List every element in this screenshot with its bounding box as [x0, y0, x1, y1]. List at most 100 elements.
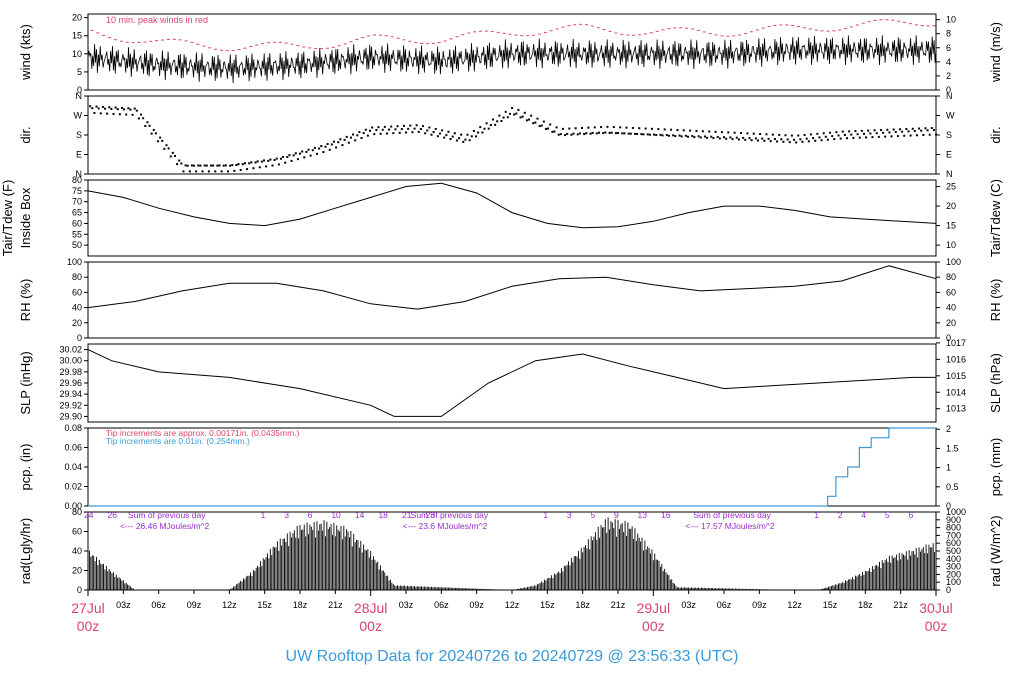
dir-point — [733, 131, 736, 134]
dir-point — [250, 161, 253, 164]
dir-point — [676, 129, 679, 132]
dir-point — [335, 146, 338, 149]
dir-point — [773, 138, 776, 141]
dir-point — [210, 164, 213, 167]
dir-point — [602, 132, 605, 135]
dir-point — [485, 122, 488, 125]
dir-point — [930, 127, 933, 130]
rad-hour-number: 1 — [543, 510, 548, 520]
x-date-time: 00z — [359, 618, 382, 634]
footer-title: UW Rooftop Data for 20240726 to 20240729… — [285, 648, 739, 665]
dir-point — [322, 151, 325, 154]
y-tick-label: 30.00 — [59, 356, 82, 366]
y-tick-label: W — [74, 111, 83, 121]
dir-point — [740, 132, 743, 135]
dir-point — [150, 132, 153, 135]
dir-point — [447, 130, 450, 133]
dir-point — [534, 121, 537, 124]
panel-frame — [87, 343, 937, 423]
dir-point — [106, 112, 109, 115]
dir-point — [479, 126, 482, 129]
dir-point — [568, 127, 571, 130]
dir-point — [720, 131, 723, 134]
dir-point — [231, 164, 234, 167]
dir-point — [871, 136, 874, 139]
dir-point — [294, 152, 297, 155]
dir-point — [703, 135, 706, 138]
dir-point — [667, 134, 670, 137]
dir-point — [846, 137, 849, 140]
dir-point — [617, 131, 620, 134]
dir-point — [455, 139, 458, 142]
y-tick-label: 80 — [72, 175, 82, 185]
dir-point — [419, 127, 422, 130]
y-tick-label: 100 — [67, 257, 82, 267]
dir-point — [574, 127, 577, 130]
x-tick-label: 06z — [434, 600, 449, 610]
dir-point — [551, 130, 554, 133]
y-tick-label: 0.08 — [64, 423, 82, 433]
dir-point — [343, 138, 346, 141]
dir-point — [544, 127, 547, 130]
y2-tick-label: 1000 — [946, 507, 966, 517]
dir-point — [708, 130, 711, 133]
dir-point — [451, 135, 454, 138]
dir-point — [173, 154, 176, 157]
dir-point — [536, 117, 539, 120]
series-tair — [87, 182, 937, 229]
y2-tick-label: 900 — [946, 515, 961, 525]
dir-point — [190, 164, 193, 167]
dir-point — [252, 167, 255, 170]
dir-point — [91, 107, 94, 110]
x-tick-label: 21z — [611, 600, 626, 610]
dir-point — [680, 135, 683, 138]
dir-point — [144, 125, 147, 128]
dir-point — [882, 131, 885, 134]
dir-point — [180, 162, 183, 165]
y2-tick-label: 80 — [946, 272, 956, 282]
dir-point — [809, 133, 812, 136]
dir-point — [521, 115, 524, 118]
dir-point — [670, 128, 673, 131]
dir-point — [375, 129, 378, 132]
dir-point — [922, 133, 925, 136]
dir-point — [176, 163, 179, 166]
dir-point — [468, 139, 471, 142]
dir-point — [347, 141, 350, 144]
y-tick-label: 20 — [72, 318, 82, 328]
dir-point — [790, 134, 793, 137]
dir-point — [782, 140, 785, 143]
dir-point — [290, 159, 293, 162]
y2-tick-label: 0 — [946, 501, 951, 511]
rad-hour-number: 5 — [590, 510, 595, 520]
dir-point — [915, 134, 918, 137]
dir-point — [398, 131, 401, 134]
dir-point — [265, 165, 268, 168]
dir-point — [752, 132, 755, 135]
dir-point — [835, 131, 838, 134]
dir-point — [648, 133, 651, 136]
dir-point — [299, 152, 302, 155]
x-tick-label: 15z — [257, 600, 272, 610]
y2-tick-label: 1017 — [946, 338, 966, 348]
x-tick-label: 18z — [575, 600, 590, 610]
dir-point — [860, 129, 863, 132]
dir-point — [248, 162, 251, 165]
rad-summary-label: Sum of previous day — [693, 510, 771, 520]
y2-tick-label: N — [946, 91, 953, 101]
dir-point — [354, 139, 357, 142]
y2-tick-label: 20 — [946, 201, 956, 211]
dir-point — [627, 132, 630, 135]
dir-point — [566, 132, 569, 135]
dir-point — [737, 138, 740, 141]
rad-hour-number: 3 — [284, 510, 289, 520]
dir-point — [612, 126, 615, 129]
dir-point — [301, 150, 304, 153]
dir-point — [638, 127, 641, 130]
dir-point — [873, 129, 876, 132]
x-date-time: 00z — [925, 618, 948, 634]
dir-point — [326, 143, 329, 146]
dir-point — [894, 131, 897, 134]
dir-point — [761, 137, 764, 140]
